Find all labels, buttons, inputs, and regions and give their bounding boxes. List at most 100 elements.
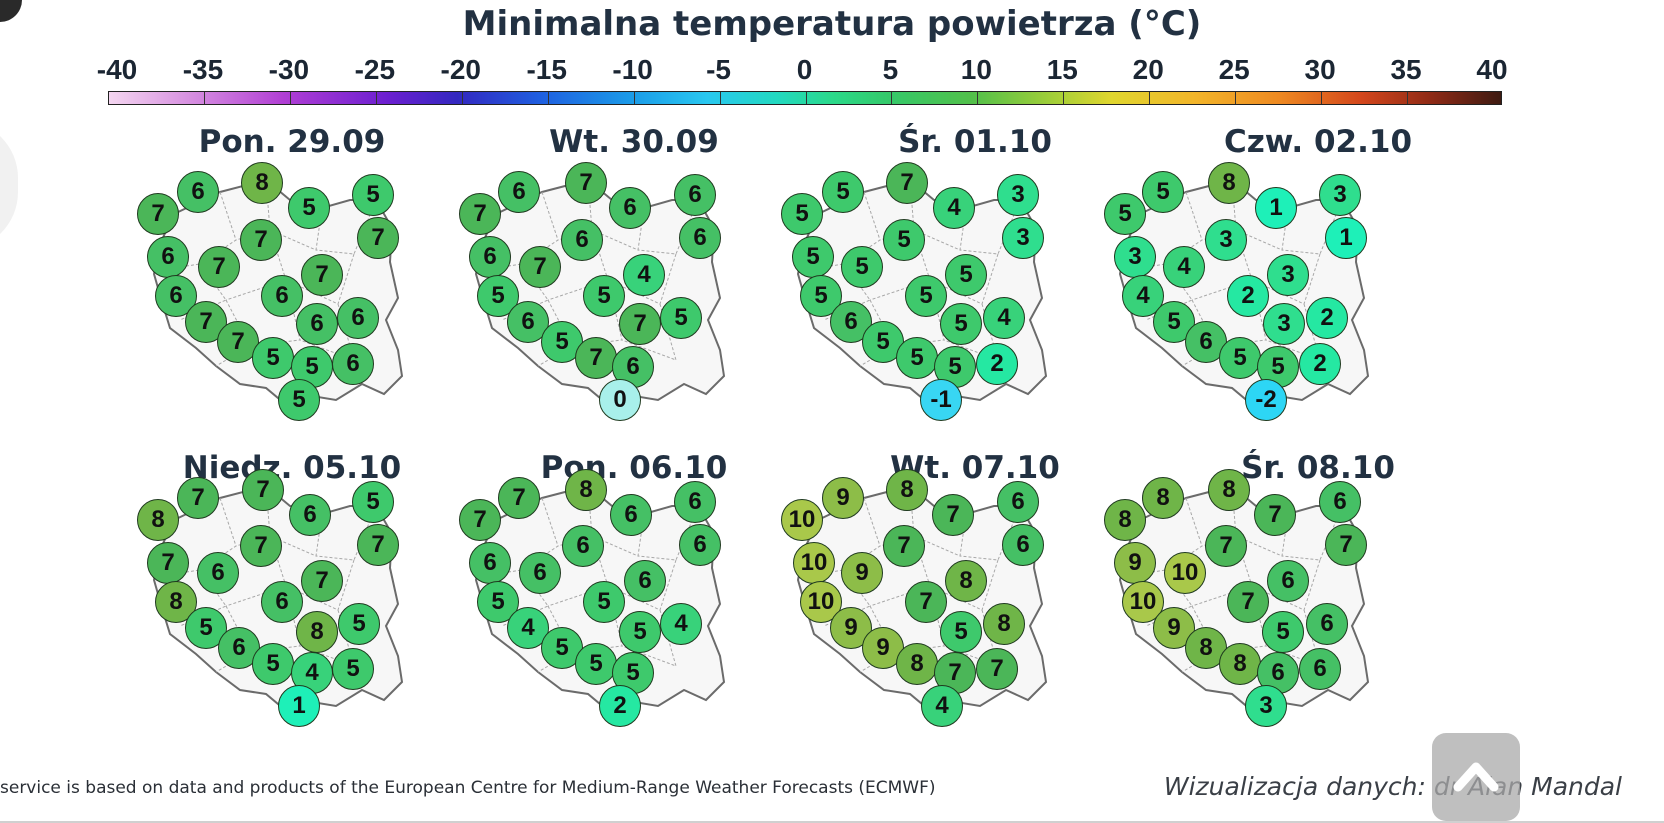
chevron-up-icon <box>1453 762 1499 792</box>
temperature-marker: 7 <box>886 162 928 204</box>
temperature-marker: 8 <box>896 643 938 685</box>
temperature-marker: 6 <box>469 236 511 278</box>
temperature-marker: 5 <box>660 297 702 339</box>
temperature-marker: 5 <box>1153 301 1195 343</box>
temperature-marker: 6 <box>289 494 331 536</box>
temperature-marker: 7 <box>976 648 1018 690</box>
temperature-marker: 8 <box>1208 469 1250 511</box>
temperature-marker: 10 <box>1164 552 1206 594</box>
temperature-marker: 6 <box>609 187 651 229</box>
scale-tick <box>977 92 979 104</box>
scale-tick <box>203 92 205 104</box>
scale-label: 15 <box>1046 54 1078 85</box>
scale-tick <box>891 92 893 104</box>
left-edge-decoration <box>0 120 18 250</box>
temperature-marker: 7 <box>357 524 399 566</box>
temperature-marker: 7 <box>242 469 284 511</box>
temperature-marker: 5 <box>583 581 625 623</box>
temperature-marker: 6 <box>498 171 540 213</box>
temperature-marker: 3 <box>1114 236 1156 278</box>
day-title: Czw. 02.10 <box>1223 124 1413 160</box>
scale-tick <box>1321 92 1323 104</box>
temperature-marker: 8 <box>886 469 928 511</box>
temperature-marker: 5 <box>252 643 294 685</box>
scale-label: 40 <box>1476 54 1508 85</box>
temperature-marker: 6 <box>469 542 511 584</box>
temperature-marker: 7 <box>905 581 947 623</box>
temperature-marker: 3 <box>1205 219 1247 261</box>
temperature-marker: 6 <box>519 552 561 594</box>
temperature-marker: 6 <box>674 174 716 216</box>
temperature-marker: 6 <box>674 481 716 523</box>
day-title: Niedz. 05.10 <box>182 450 402 486</box>
temperature-marker: 9 <box>822 477 864 519</box>
temperature-marker: 1 <box>1255 187 1297 229</box>
temperature-marker: 5 <box>612 652 654 694</box>
scale-label: -20 <box>440 54 481 85</box>
temperature-marker: 6 <box>1306 603 1348 645</box>
temperature-marker: 8 <box>1219 643 1261 685</box>
scroll-to-top-button[interactable] <box>1432 733 1520 821</box>
temperature-marker: 7 <box>357 217 399 259</box>
temperature-marker: 7 <box>137 193 179 235</box>
scale-label: -15 <box>526 54 567 85</box>
day-title: Wt. 30.09 <box>549 124 719 160</box>
temperature-marker: 8 <box>565 469 607 511</box>
temperature-marker: 6 <box>296 303 338 345</box>
temperature-marker: 5 <box>185 607 227 649</box>
temperature-marker: 4 <box>660 603 702 645</box>
temperature-marker: 7 <box>1227 581 1269 623</box>
temperature-marker: 2 <box>1306 297 1348 339</box>
color-scale-labels: -40 -35 -30 -25 -20 -15 -10 -5 0 5 10 15 20 25 30 35 40 <box>0 54 1664 90</box>
scale-label: 25 <box>1218 54 1250 85</box>
temperature-marker: 7 <box>459 193 501 235</box>
scale-label: 20 <box>1132 54 1164 85</box>
scale-label: -35 <box>182 54 224 85</box>
scale-label: 30 <box>1304 54 1336 85</box>
temperature-marker: 8 <box>137 499 179 541</box>
scale-label: -30 <box>268 54 310 85</box>
temperature-marker: 5 <box>940 611 982 653</box>
temperature-marker: 6 <box>1267 560 1309 602</box>
scale-tick <box>1407 92 1409 104</box>
temperature-marker: 5 <box>841 246 883 288</box>
scale-tick <box>461 92 463 104</box>
temperature-marker: 8 <box>296 611 338 653</box>
scale-label: -25 <box>354 54 396 85</box>
temperature-marker: 6 <box>261 275 303 317</box>
scale-label: -5 <box>706 54 732 85</box>
scale-tick <box>1149 92 1151 104</box>
temperature-marker: 3 <box>1263 303 1305 345</box>
scale-tick <box>805 92 807 104</box>
temperature-marker: 6 <box>197 552 239 594</box>
temperature-marker: 7 <box>519 246 561 288</box>
temperature-marker: 6 <box>997 481 1039 523</box>
scale-tick <box>289 92 291 104</box>
temperature-marker: 6 <box>1319 481 1361 523</box>
temperature-marker: 3 <box>1319 174 1361 216</box>
temperature-marker: 5 <box>583 275 625 317</box>
temperature-marker: 3 <box>1267 254 1309 296</box>
visualization-credit: Wizualizacja danych: dr Alan Mandal <box>1163 772 1622 801</box>
temperature-marker: 4 <box>921 685 963 727</box>
temperature-marker: 5 <box>822 171 864 213</box>
temperature-marker: 8 <box>945 560 987 602</box>
temperature-marker: 5 <box>477 581 519 623</box>
temperature-marker: 5 <box>945 254 987 296</box>
scale-tick <box>633 92 635 104</box>
temperature-marker: 5 <box>940 303 982 345</box>
temperature-marker: 7 <box>1205 525 1247 567</box>
temperature-marker: 3 <box>1002 217 1044 259</box>
temperature-marker: 7 <box>177 477 219 519</box>
scale-label: -10 <box>612 54 653 85</box>
temperature-marker: 10 <box>793 542 835 584</box>
temperature-marker: 2 <box>1227 275 1269 317</box>
temperature-marker: 5 <box>619 611 661 653</box>
color-scale-bar <box>108 91 1502 105</box>
scale-tick <box>1063 92 1065 104</box>
bottom-divider <box>0 821 1664 823</box>
temperature-marker: 6 <box>1299 648 1341 690</box>
temperature-marker: 6 <box>155 275 197 317</box>
temperature-marker: 7 <box>619 303 661 345</box>
temperature-marker: 5 <box>252 337 294 379</box>
